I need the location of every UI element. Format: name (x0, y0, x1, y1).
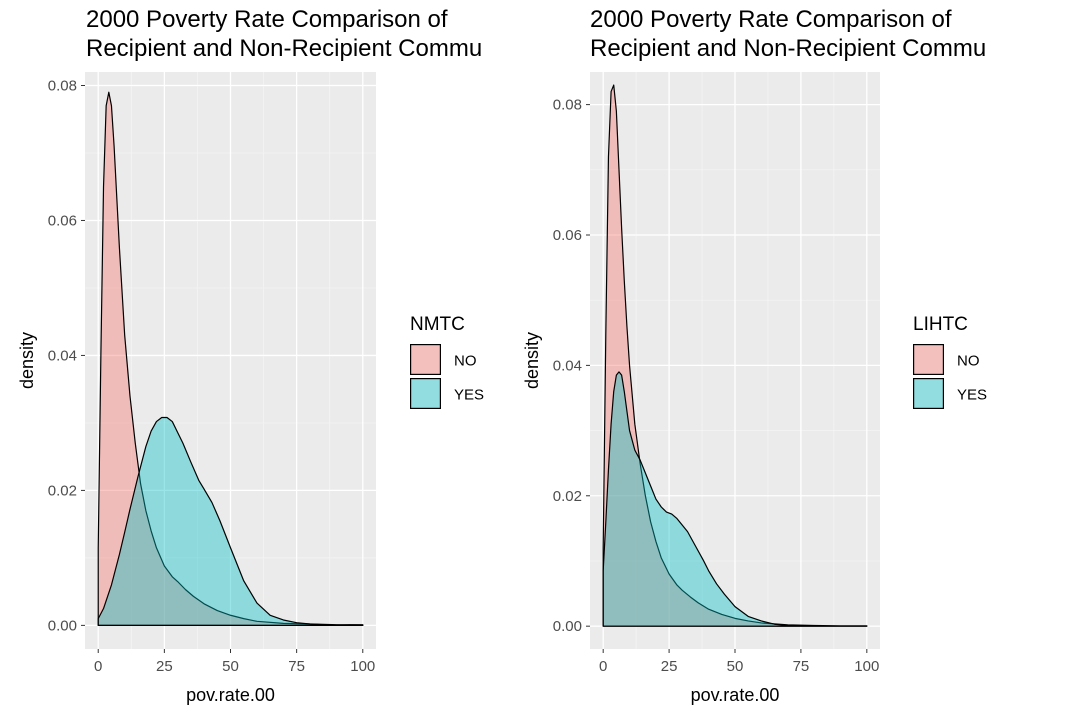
legend-label-yes: YES (957, 387, 987, 404)
x-tick-label: 100 (350, 658, 375, 675)
chart-title-line-1: 2000 Poverty Rate Comparison of (590, 6, 952, 33)
y-tick-label: 0.00 (48, 617, 77, 634)
x-tick-label: 75 (288, 658, 305, 675)
legend-key-bg (913, 344, 944, 375)
y-tick-label: 0.04 (553, 357, 582, 374)
chart-title-line-1: 2000 Poverty Rate Comparison of (86, 6, 448, 33)
chart-left: 0 25 50 75 100 0.00 0.02 0.04 0.06 0.08 pov.rate.0… (17, 6, 484, 705)
density-area-yes (602, 371, 868, 627)
chart-title-line-2: Recipient and Non-Recipient Commu (86, 35, 482, 62)
legend-label-yes: YES (454, 387, 484, 404)
y-tick-label: 0.08 (553, 97, 582, 114)
x-axis-title: pov.rate.00 (691, 685, 780, 705)
legend-swatch-no (410, 344, 442, 376)
x-tick-label: 0 (599, 658, 607, 675)
chart-right: 0 25 50 75 100 0.00 0.02 0.04 0.06 0.08 pov.rate.0… (522, 6, 987, 705)
legend-swatch-no (912, 344, 944, 376)
legend-key-bg (410, 378, 441, 409)
legend-label-no: NO (454, 353, 477, 370)
legend-title: LIHTC (913, 314, 968, 335)
y-tick-label: 0.08 (48, 77, 77, 94)
x-tick-label: 100 (854, 658, 879, 675)
x-tick-label: 0 (94, 658, 102, 675)
legend-label-no: NO (957, 353, 980, 370)
density-area-no (97, 91, 364, 626)
x-tick-label: 50 (222, 658, 239, 675)
y-tick-label: 0.02 (48, 482, 77, 499)
legend-key-bg (410, 344, 441, 375)
legend-key-bg (913, 378, 944, 409)
x-tick-label: 75 (793, 658, 810, 675)
y-tick-label: 0.02 (553, 488, 582, 505)
y-tick-label: 0.04 (48, 347, 77, 364)
legend-swatch-yes (912, 378, 944, 410)
legend: LIHTC NO YES (912, 314, 987, 410)
x-tick-label: 25 (661, 658, 678, 675)
y-axis-title: density (17, 332, 37, 389)
chart-title-line-2: Recipient and Non-Recipient Commu (590, 35, 986, 62)
x-tick-label: 50 (727, 658, 744, 675)
y-tick-label: 0.06 (48, 212, 77, 229)
legend-title: NMTC (410, 314, 465, 335)
density-area-yes (97, 416, 364, 626)
legend-swatch-yes (410, 378, 442, 410)
y-tick-label: 0.00 (553, 618, 582, 635)
y-tick-label: 0.06 (553, 227, 582, 244)
y-axis-title: density (522, 332, 542, 389)
legend: NMTC NO YES (410, 314, 484, 410)
x-axis-title: pov.rate.00 (186, 685, 275, 705)
x-tick-label: 25 (156, 658, 173, 675)
